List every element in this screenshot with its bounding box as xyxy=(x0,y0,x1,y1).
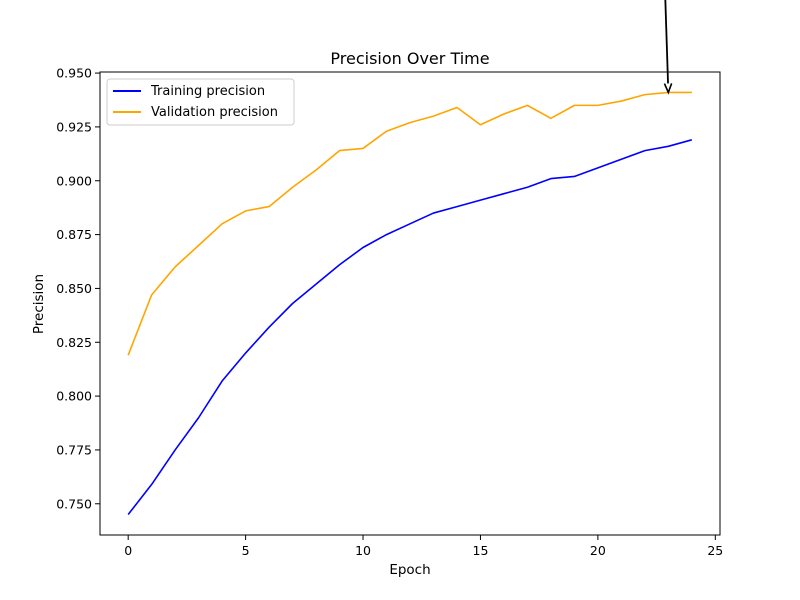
y-tick-label: 0.825 xyxy=(56,335,92,350)
x-tick-label: 5 xyxy=(242,543,250,558)
y-tick-label: 0.950 xyxy=(56,66,92,81)
y-tick-label: 0.900 xyxy=(56,173,92,188)
y-tick-label: 0.850 xyxy=(56,281,92,296)
x-tick-label: 15 xyxy=(473,543,489,558)
x-axis-ticks: 0 5 10 15 20 25 xyxy=(124,535,723,558)
x-tick-label: 20 xyxy=(590,543,606,558)
plot-area: 0 5 10 15 20 25 0.750 0.775 0.800 0.825 0.850 0.87… xyxy=(56,0,723,558)
training-precision-line xyxy=(127,139,693,516)
validation-precision-line xyxy=(127,91,692,356)
y-tick-label: 0.775 xyxy=(56,442,92,457)
legend-label-training: Training precision xyxy=(150,84,265,99)
y-tick-label: 0.800 xyxy=(56,389,92,404)
annotation-arrow-line xyxy=(664,0,669,84)
y-axis-ticks: 0.750 0.775 0.800 0.825 0.850 0.875 0.900 0.925… xyxy=(56,66,100,511)
plot-frame xyxy=(99,71,721,536)
annotation-arrow-head xyxy=(663,83,673,95)
y-tick-label: 0.925 xyxy=(56,119,92,134)
legend-box xyxy=(106,78,295,126)
x-axis-label: Epoch xyxy=(389,562,430,578)
x-tick-label: 25 xyxy=(707,543,723,558)
series-lines xyxy=(127,91,693,516)
legend-label-validation: Validation precision xyxy=(151,105,278,120)
annotation-layer xyxy=(663,0,673,95)
x-tick-label: 0 xyxy=(124,543,132,558)
chart-title: Precision Over Time xyxy=(330,49,489,68)
x-tick-label: 10 xyxy=(355,543,371,558)
legend: Training precision Validation precision xyxy=(106,78,295,126)
y-tick-label: 0.750 xyxy=(56,496,92,511)
y-axis-label: Precision xyxy=(31,274,47,334)
y-tick-label: 0.875 xyxy=(56,227,92,242)
